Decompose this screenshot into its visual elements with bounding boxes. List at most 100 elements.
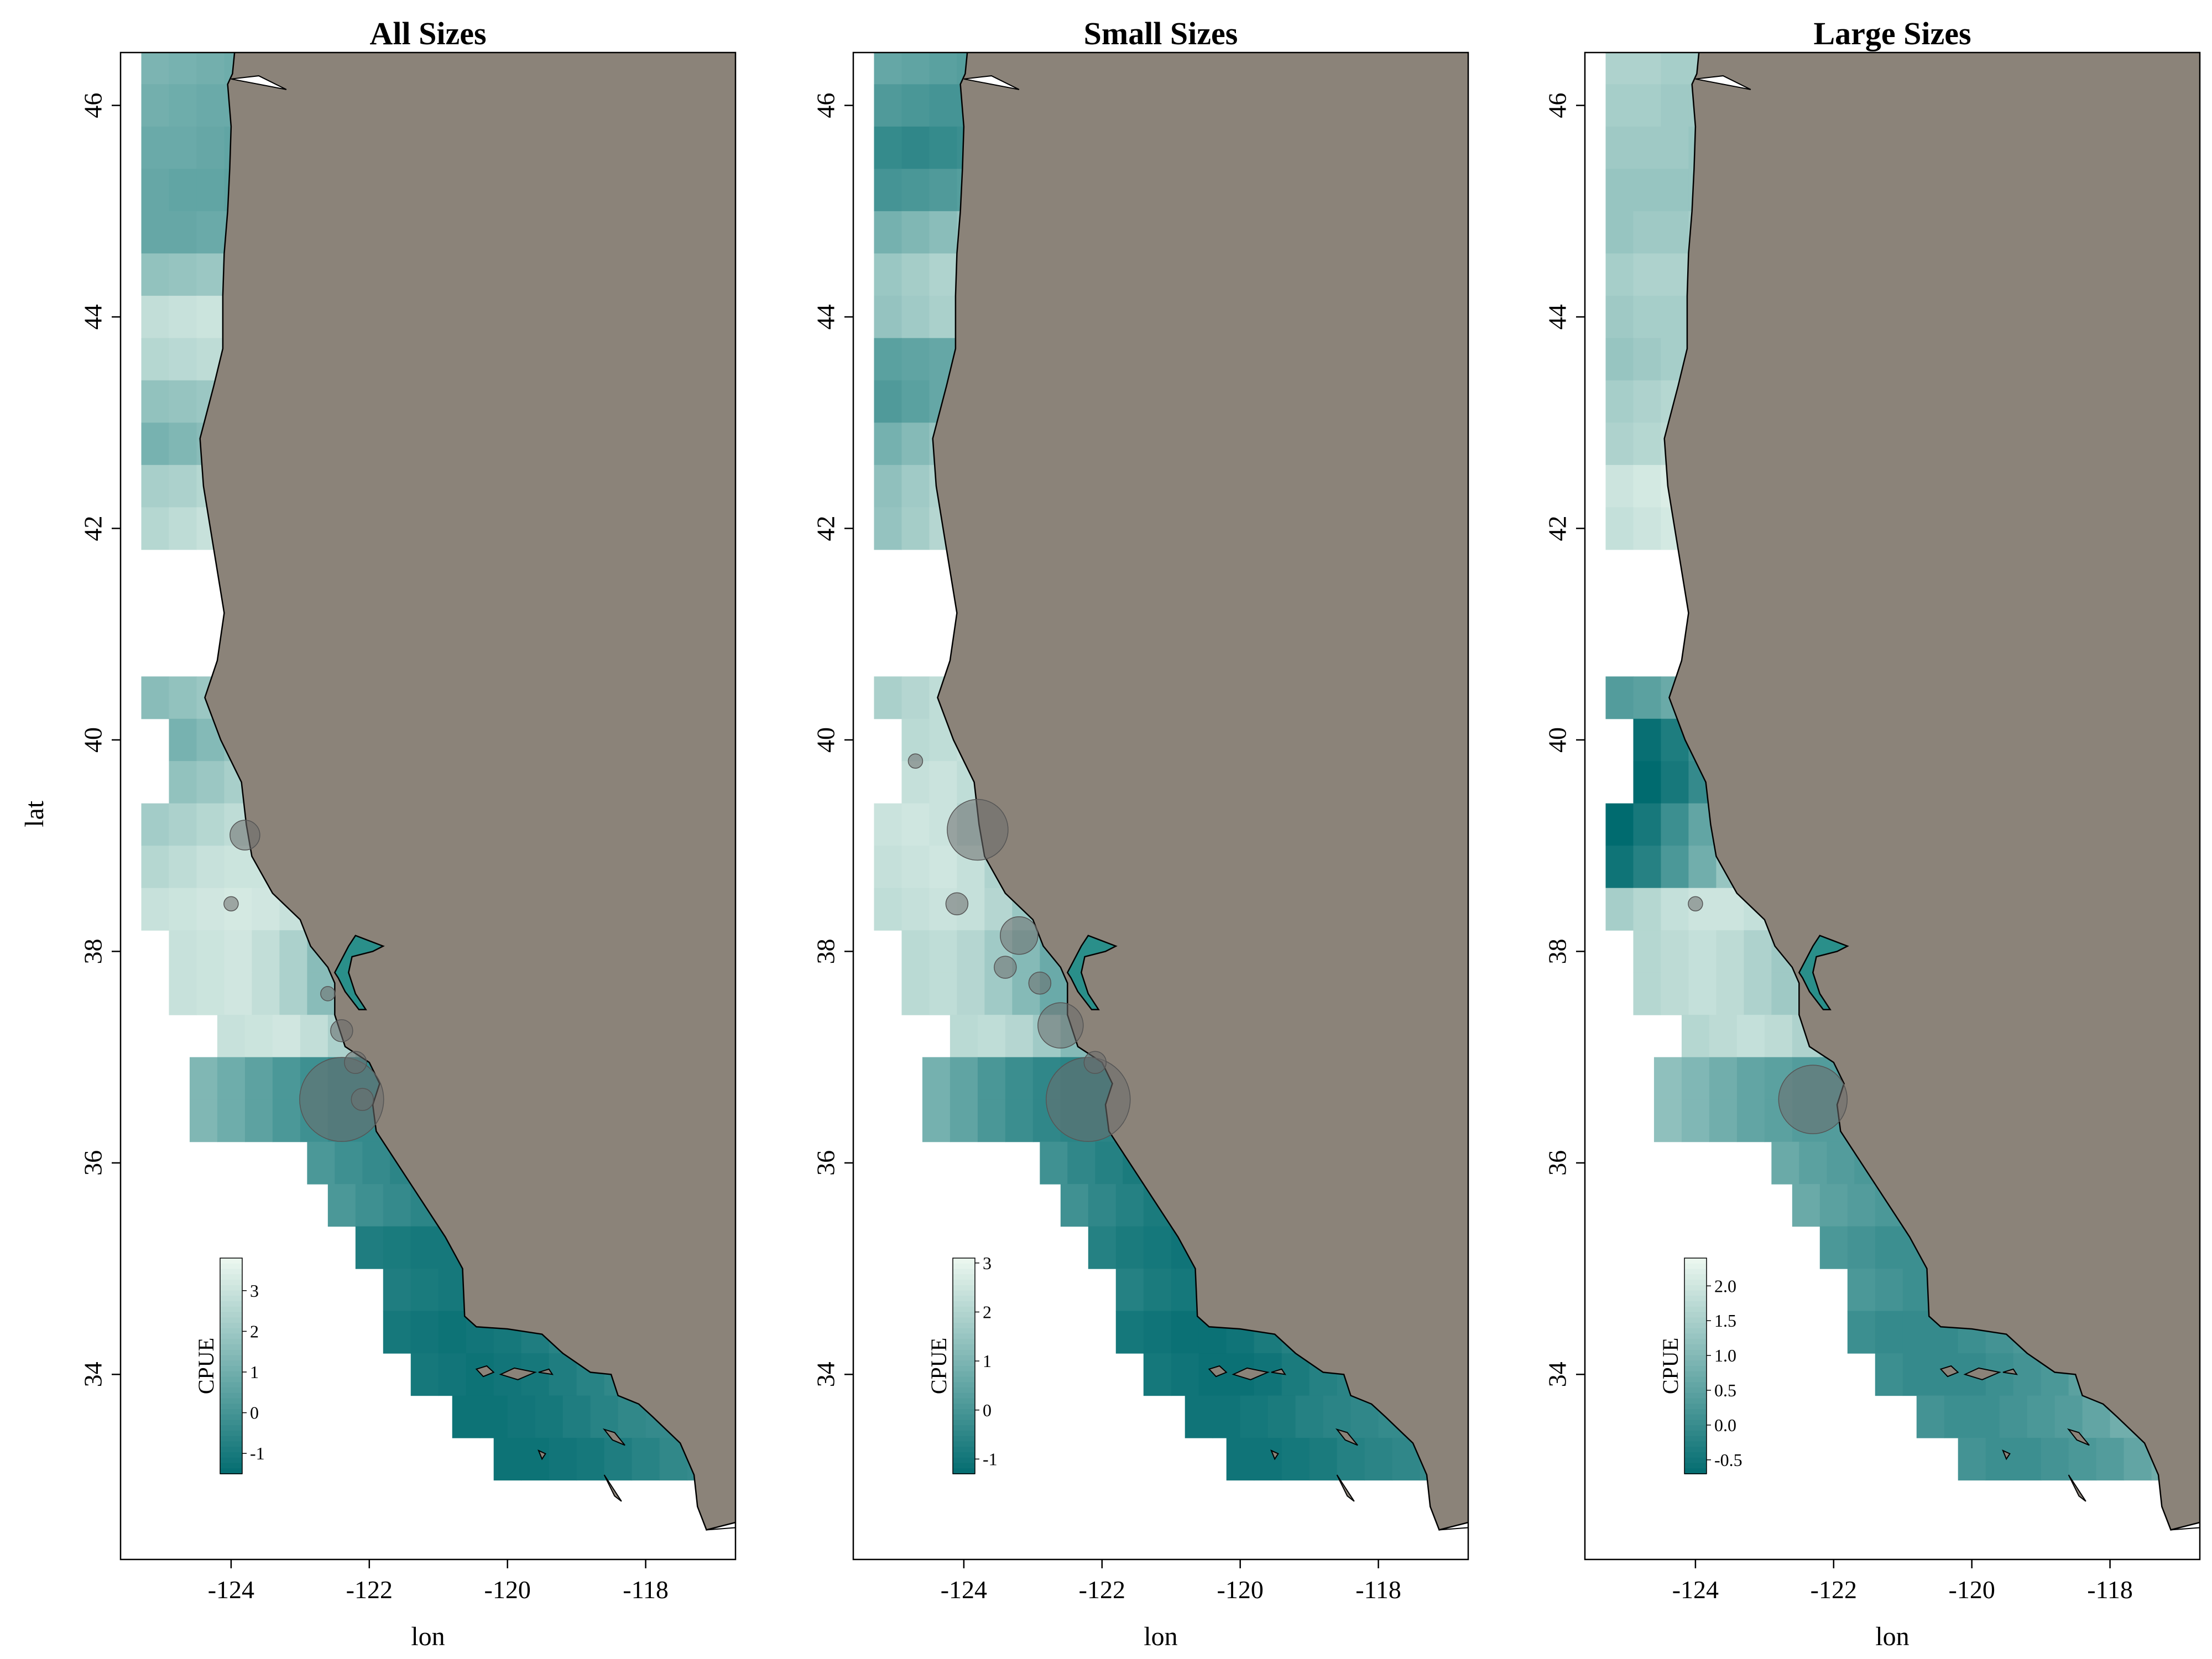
- legend-tick-label: 3: [250, 1281, 259, 1301]
- island: [1335, 1428, 1358, 1446]
- cpue-cell: [874, 169, 902, 212]
- cpue-cell: [224, 930, 252, 973]
- legend-segment: [1684, 1344, 1707, 1350]
- sf-bay: [1798, 935, 1849, 1010]
- y-tick-label: 38: [1543, 938, 1572, 964]
- cpue-cell: [1633, 972, 1662, 1015]
- cpue-cell: [1171, 1269, 1199, 1312]
- panel-title: Small Sizes: [1084, 15, 1238, 51]
- cpue-cell: [1633, 676, 1662, 719]
- legend-segment: [953, 1414, 975, 1421]
- cpue-cell: [300, 1015, 328, 1058]
- legend-segment: [953, 1441, 975, 1448]
- legend-frame: [220, 1258, 243, 1474]
- cpue-cell: [576, 1438, 605, 1481]
- cpue-cell: [1875, 1311, 1903, 1354]
- island: [2067, 1428, 2090, 1446]
- map-frame: [119, 51, 737, 1561]
- cpue-cell: [957, 972, 985, 1015]
- x-tick-label: -120: [1217, 1575, 1264, 1604]
- cpue-cell: [1605, 507, 1634, 550]
- cpue-cell: [1633, 338, 1662, 381]
- cpue-cell: [410, 1353, 439, 1396]
- cpue-cell: [929, 53, 958, 85]
- cpue-cell: [1661, 53, 1689, 85]
- legend-segment: [1684, 1431, 1707, 1437]
- legend-segment: [953, 1317, 975, 1323]
- legend-tick-label: 1: [983, 1351, 992, 1371]
- cpue-cell: [141, 888, 170, 931]
- legend-segment: [953, 1296, 975, 1302]
- island: [1232, 1367, 1270, 1380]
- cpue-cell: [438, 1269, 467, 1312]
- legend-segment: [953, 1312, 975, 1318]
- x-tick-label: -120: [484, 1575, 531, 1604]
- cpue-cell: [1764, 1015, 1793, 1058]
- cpue-cell: [1226, 1438, 1255, 1481]
- cpue-cell: [1060, 1184, 1089, 1227]
- cpue-cell: [1661, 84, 1689, 127]
- legend-segment: [953, 1339, 975, 1345]
- cpue-cell: [874, 338, 902, 381]
- cpue-cell: [196, 211, 225, 254]
- cpue-cell: [1716, 972, 1744, 1015]
- cpue-cell: [1337, 1438, 1365, 1481]
- legend-segment: [953, 1420, 975, 1426]
- cpue-cell: [1875, 1353, 1903, 1396]
- y-tick-label: 36: [812, 1150, 840, 1176]
- cpue-cell: [1847, 1269, 1876, 1312]
- land-area: [1664, 53, 2200, 1530]
- cpue-cell: [196, 53, 225, 85]
- cpue-cell: [1633, 507, 1662, 550]
- cpue-cell: [1633, 846, 1662, 889]
- legend-tick-label: 1: [250, 1362, 259, 1382]
- island: [1208, 1365, 1228, 1378]
- cpue-cell: [244, 1099, 273, 1142]
- y-tick-label: 46: [812, 93, 840, 118]
- legend-segment: [220, 1360, 242, 1366]
- legend-segment: [220, 1301, 242, 1307]
- legend-segment: [1684, 1258, 1707, 1264]
- map-frame: [852, 51, 1469, 1561]
- x-axis-label: lon: [411, 1622, 445, 1651]
- cpue-cell: [141, 676, 170, 719]
- cpue-cell: [1185, 1395, 1213, 1438]
- sf-bay: [1066, 935, 1118, 1010]
- cpue-cell: [1005, 1057, 1034, 1100]
- legend-tick-label: 1.5: [1714, 1311, 1736, 1331]
- cpue-cell: [362, 1141, 390, 1185]
- border-line: [1439, 1527, 1468, 1531]
- cpue-cell: [169, 676, 197, 719]
- coastline: [932, 53, 1468, 1531]
- y-tick-label: 36: [79, 1150, 107, 1176]
- cpue-cell: [1661, 888, 1689, 931]
- legend-segment: [1684, 1269, 1707, 1275]
- legend-tick-label: -1: [250, 1443, 265, 1463]
- legend-segment: [220, 1447, 242, 1453]
- legend-segment: [220, 1296, 242, 1302]
- catch-bubble: [1000, 916, 1039, 955]
- cpue-cell: [1005, 1099, 1034, 1142]
- legend-segment: [220, 1414, 242, 1421]
- legend-segment: [1684, 1366, 1707, 1372]
- legend-segment: [220, 1263, 242, 1270]
- cpue-cell: [929, 930, 958, 973]
- columbia-river: [963, 75, 1020, 90]
- legend-segment: [220, 1376, 242, 1383]
- cpue-cell: [1095, 1141, 1123, 1185]
- y-tick-label: 42: [812, 516, 840, 541]
- cpue-cell: [279, 972, 307, 1015]
- cpue-cell: [410, 1269, 439, 1312]
- cpue-cell: [1143, 1226, 1172, 1269]
- legend-segment: [953, 1457, 975, 1464]
- cpue-cell: [1958, 1438, 1986, 1481]
- legend-segment: [1684, 1301, 1707, 1307]
- border-line: [2171, 1527, 2200, 1531]
- cpue-cell: [901, 972, 930, 1015]
- y-tick-label: 38: [79, 938, 107, 964]
- cpue-cell: [1605, 169, 1634, 212]
- cpue-cell: [169, 253, 197, 296]
- legend-segment: [1684, 1392, 1707, 1399]
- cpue-cell: [1323, 1395, 1352, 1438]
- cpue-cell: [1240, 1395, 1269, 1438]
